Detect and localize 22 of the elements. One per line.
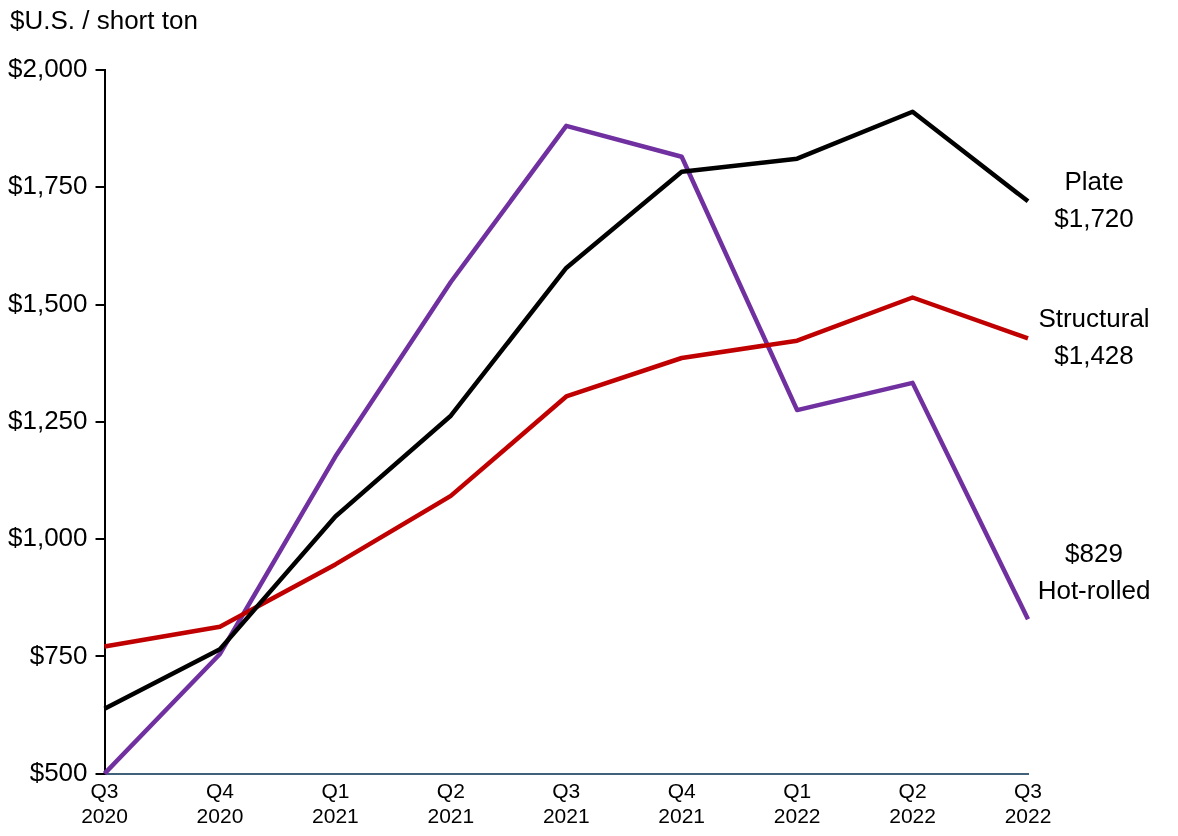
y-tick-label: $1,500: [7, 287, 88, 318]
x-tick-label: Q4 2020: [196, 779, 244, 828]
data-label: $1,428: [1054, 339, 1134, 370]
data-label: $829: [1065, 538, 1123, 569]
y-tick-label: $500: [29, 756, 88, 787]
series-label: Hot-rolled: [1037, 575, 1151, 606]
y-axis-title: $U.S. / short ton: [10, 5, 198, 36]
x-tick-label: Q2 2022: [889, 779, 936, 828]
x-tick-label: Q3 2022: [1004, 779, 1052, 828]
series-label: Structural: [1038, 302, 1150, 333]
x-tick-label: Q4 2021: [658, 779, 706, 828]
y-tick-label: $1,000: [7, 522, 88, 553]
y-tick-label: $2,000: [7, 53, 88, 84]
y-tick-label: $1,750: [7, 170, 88, 201]
y-tick-label: $1,250: [7, 404, 88, 435]
series-label: Plate: [1064, 166, 1124, 197]
x-tick-label: Q3 2021: [542, 779, 590, 828]
x-tick-label: Q1 2022: [773, 779, 821, 828]
data-label: $1,720: [1054, 203, 1134, 234]
y-tick-label: $750: [29, 639, 88, 670]
x-tick-label: Q2 2021: [427, 779, 475, 828]
x-tick-label: Q1 2021: [312, 779, 359, 828]
